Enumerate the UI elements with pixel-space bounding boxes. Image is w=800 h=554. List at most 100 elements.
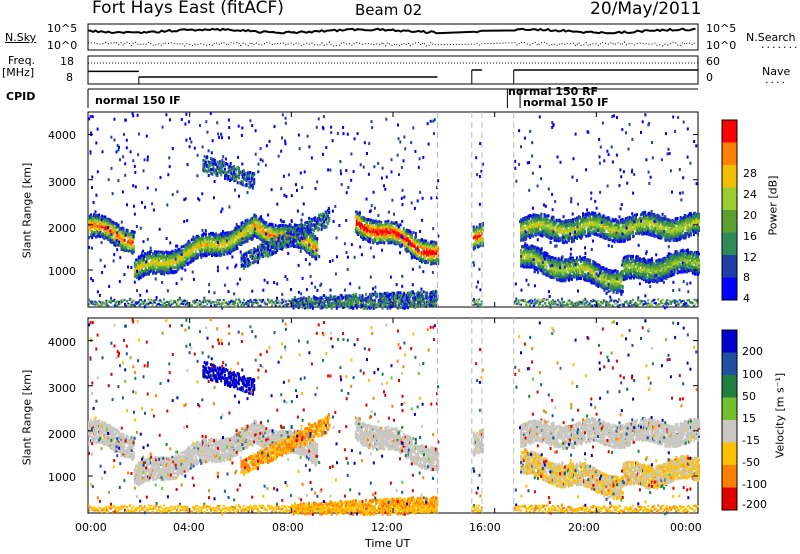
power-echo-cell	[192, 250, 194, 253]
velocity-echo-cell	[358, 423, 360, 426]
power-echo-cell	[163, 273, 165, 276]
velocity-echo-cell	[122, 444, 124, 447]
velocity-echo-cell	[124, 445, 126, 448]
velocity-echo-cell	[134, 487, 136, 490]
velocity-echo-cell	[192, 456, 194, 459]
velocity-echo-cell	[281, 436, 283, 439]
power-echo-cell	[366, 221, 368, 224]
power-echo-cell	[89, 229, 91, 232]
velocity-echo-cell	[174, 472, 176, 475]
velocity-echo-cell	[246, 435, 248, 438]
power-echo-cell	[101, 215, 103, 218]
velocity-echo-cell	[195, 455, 197, 458]
power-echo-cell	[316, 241, 318, 244]
velocity-echo-cell	[315, 463, 317, 466]
power-echo-cell	[178, 267, 180, 270]
velocity-echo-cell	[316, 460, 318, 463]
velocity-echo-cell	[366, 427, 368, 430]
velocity-echo-cell	[89, 429, 91, 432]
power-echo-cell	[169, 259, 171, 262]
velocity-echo-cell	[245, 425, 247, 428]
velocity-echo-cell	[259, 429, 261, 432]
velocity-echo-cell	[360, 438, 362, 441]
power-echo-cell	[208, 241, 210, 244]
velocity-echo-cell	[280, 430, 282, 433]
power-echo-cell	[172, 266, 174, 269]
velocity-echo-cell	[134, 468, 136, 471]
velocity-echo-cell	[290, 430, 292, 433]
velocity-echo-cell	[154, 473, 156, 476]
velocity-echo-cell	[275, 430, 277, 433]
velocity-echo-cell	[254, 424, 256, 427]
velocity-echo-cell	[243, 447, 245, 450]
nsky-panel-frame	[88, 24, 698, 50]
power-echo-cell	[255, 215, 257, 218]
velocity-echo-cell	[144, 458, 146, 461]
velocity-echo-cell	[178, 473, 180, 476]
power-echo-cell	[247, 219, 249, 222]
velocity-echo-cell	[98, 419, 100, 422]
velocity-echo-cell	[305, 449, 307, 452]
velocity-echo-cell	[95, 433, 97, 436]
power-echo-cell	[245, 240, 247, 243]
power-echo-cell	[369, 241, 371, 244]
velocity-echo-cell	[262, 435, 264, 438]
velocity-echo-cell	[367, 439, 369, 442]
power-echo-cell	[358, 217, 360, 220]
power-echo-cell	[204, 239, 206, 242]
power-echo-cell	[244, 237, 246, 240]
velocity-echo-cell	[101, 421, 103, 424]
velocity-echo-cell	[316, 449, 318, 452]
power-echo-cell	[243, 241, 245, 244]
power-echo-cell	[123, 227, 125, 230]
velocity-echo-cell	[369, 447, 371, 450]
power-echo-cell	[144, 252, 146, 255]
power-echo-cell	[262, 229, 264, 232]
velocity-echo-cell	[257, 428, 259, 431]
power-echo-cell	[370, 225, 372, 228]
power-echo-cell	[290, 224, 292, 227]
power-echo-cell	[257, 222, 259, 225]
power-echo-cell	[171, 271, 173, 274]
power-echo-cell	[203, 233, 205, 236]
velocity-echo-cell	[370, 431, 372, 434]
velocity-echo-cell	[244, 443, 246, 446]
power-echo-cell	[280, 224, 282, 227]
velocity-echo-cell	[181, 452, 183, 455]
velocity-echo-cell	[245, 446, 247, 449]
velocity-echo-cell	[210, 438, 212, 441]
power-echo-cell	[180, 250, 182, 253]
velocity-echo-cell	[169, 465, 171, 468]
velocity-echo-cell	[241, 449, 243, 452]
power-echo-cell	[360, 232, 362, 235]
power-echo-cell	[192, 242, 194, 245]
power-echo-cell	[220, 254, 222, 257]
power-echo-cell	[223, 253, 225, 256]
power-echo-cell	[281, 230, 283, 233]
velocity-echo-cell	[252, 443, 254, 446]
power-echo-cell	[245, 219, 247, 222]
velocity-echo-cell	[197, 461, 199, 464]
power-echo-cell	[126, 249, 128, 252]
velocity-echo-cell	[223, 459, 225, 462]
velocity-echo-cell	[111, 442, 113, 445]
power-echo-cell	[111, 236, 113, 239]
power-echo-cell	[310, 244, 312, 247]
power-echo-cell	[124, 239, 126, 242]
power-echo-cell	[197, 255, 199, 258]
power-echo-cell	[305, 243, 307, 246]
power-echo-cell	[122, 238, 124, 241]
power-echo-cell	[275, 224, 277, 227]
power-echo-cell	[158, 252, 160, 255]
velocity-echo-cell	[255, 421, 257, 424]
velocity-echo-cell	[316, 452, 318, 455]
power-echo-cell	[315, 257, 317, 260]
rti-graphics	[0, 0, 800, 554]
velocity-echo-cell	[191, 444, 193, 447]
power-echo-cell	[88, 236, 90, 239]
velocity-echo-cell	[158, 458, 160, 461]
rti-plot: Fort Hays East (fitACF) Beam 02 20/May/2…	[0, 0, 800, 554]
velocity-echo-cell	[118, 450, 120, 453]
velocity-echo-cell	[316, 444, 318, 447]
velocity-echo-cell	[203, 439, 205, 442]
